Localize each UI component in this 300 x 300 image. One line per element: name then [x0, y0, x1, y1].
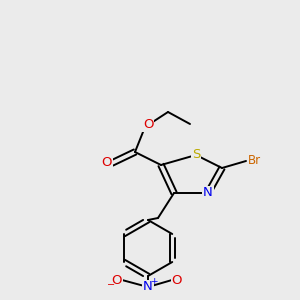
Text: N: N	[143, 280, 153, 293]
Text: Br: Br	[248, 154, 261, 167]
Text: O: O	[102, 157, 112, 169]
Text: N: N	[203, 187, 213, 200]
Text: +: +	[150, 278, 158, 286]
Text: O: O	[112, 274, 122, 286]
Text: −: −	[107, 280, 115, 290]
Text: S: S	[192, 148, 200, 161]
Text: O: O	[143, 118, 153, 131]
Text: O: O	[172, 274, 182, 286]
